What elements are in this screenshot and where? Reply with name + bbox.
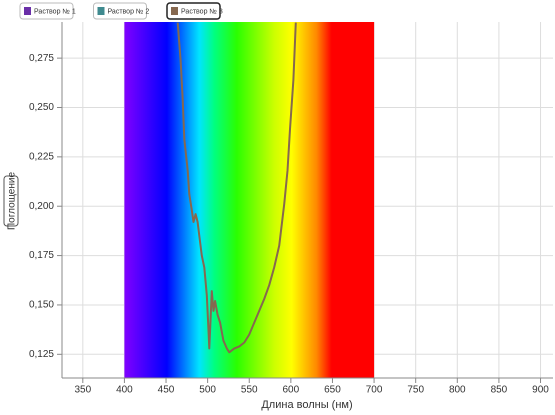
- x-tick-label: 550: [241, 385, 258, 396]
- x-tick-label: 700: [366, 385, 383, 396]
- axes: 350 400 450 500 550 600 650 700 750 800 850 900 0,12…: [29, 22, 553, 396]
- plot-area: [124, 22, 375, 378]
- legend-label: Раствор № 3: [181, 8, 223, 15]
- x-tick-label: 600: [283, 385, 300, 396]
- legend-swatch: [24, 7, 31, 15]
- legend-item[interactable]: Раствор № 3: [166, 2, 223, 20]
- x-tick-label: 650: [324, 385, 341, 396]
- legend-item[interactable]: Раствор № 2: [93, 2, 150, 20]
- legend-button: [19, 2, 74, 20]
- y-tick-label: 0,225: [29, 151, 54, 162]
- y-axis-label: Поглощение: [7, 172, 18, 230]
- y-tick-label: 0,150: [29, 300, 54, 311]
- x-axis-label: Длина волны (нм): [261, 399, 352, 411]
- x-tick-label: 800: [449, 385, 466, 396]
- legend-item[interactable]: Раствор № 1: [19, 2, 76, 20]
- x-tick-label: 900: [532, 385, 549, 396]
- visible-spectrum: [124, 22, 375, 378]
- legend-button: [166, 2, 221, 20]
- legend-label: Раствор № 2: [108, 8, 150, 15]
- legend: Раствор № 1 Раствор № 2 Раствор № 3: [19, 2, 223, 20]
- legend-swatch: [97, 7, 105, 15]
- x-tick-label: 400: [116, 385, 133, 396]
- legend-button: [93, 2, 147, 20]
- legend-swatch: [171, 7, 178, 15]
- y-tick-label: 0,125: [29, 349, 54, 360]
- y-tick-label: 0,175: [29, 250, 54, 261]
- x-tick-label: 850: [491, 385, 508, 396]
- y-tick-label: 0,250: [29, 102, 54, 113]
- y-tick-label: 0,275: [29, 53, 54, 64]
- x-tick-label: 500: [199, 385, 216, 396]
- x-tick-label: 350: [74, 385, 91, 396]
- x-tick-label: 450: [158, 385, 175, 396]
- line-series: [176, 22, 297, 354]
- y-axis-label-frame: [3, 175, 19, 227]
- x-tick-label: 750: [407, 385, 424, 396]
- y-axis-label-box: Поглощение: [3, 172, 19, 230]
- legend-label: Раствор № 1: [34, 8, 76, 15]
- y-tick-label: 0,200: [29, 201, 54, 212]
